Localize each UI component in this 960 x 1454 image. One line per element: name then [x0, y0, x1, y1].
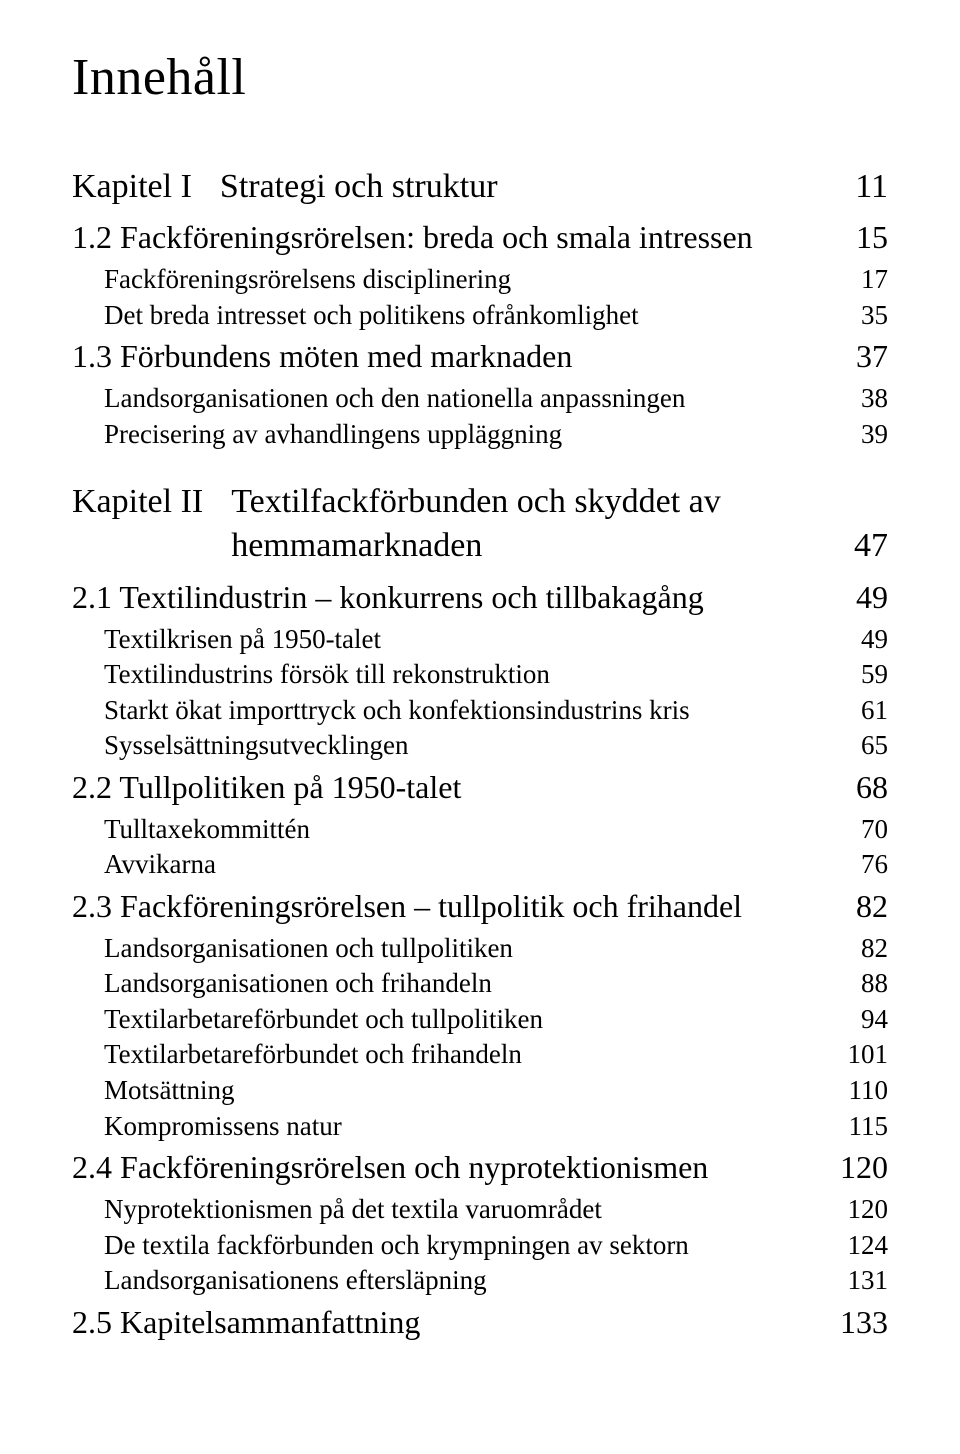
toc-sub-label: Starkt ökat importtryck och konfektionsi… [72, 693, 818, 728]
toc-sub-row: Fackföreningsrörelsens disciplinering 17 [72, 262, 888, 297]
toc-section-label: 2.1 Textilindustrin – konkurrens och til… [72, 577, 818, 618]
toc-page-number: 39 [818, 417, 888, 452]
toc-sub-label: Tulltaxekommittén [72, 812, 818, 847]
toc-page-number: 65 [818, 728, 888, 763]
toc-page-number: 15 [818, 217, 888, 258]
toc-sub-row: Landsorganisationen och frihandeln 88 [72, 966, 888, 1001]
toc-sub-label: Textilindustrins försök till rekonstrukt… [72, 657, 818, 692]
toc-page-number: 120 [818, 1147, 888, 1188]
toc-page-number: 82 [818, 931, 888, 966]
toc-section-row: 2.2 Tullpolitiken på 1950-talet 68 [72, 767, 888, 808]
toc-section-label: 2.4 Fackföreningsrörelsen och nyprotekti… [72, 1147, 818, 1188]
toc-section-label: 2.3 Fackföreningsrörelsen – tullpolitik … [72, 886, 818, 927]
toc-section-row: 2.4 Fackföreningsrörelsen och nyprotekti… [72, 1147, 888, 1188]
toc-section-label: 1.2 Fackföreningsrörelsen: breda och sma… [72, 217, 818, 258]
toc-section-row: 1.3 Förbundens möten med marknaden 37 [72, 336, 888, 377]
toc-sub-row: Det breda intresset och politikens ofrån… [72, 298, 888, 333]
toc-page-number: 115 [818, 1109, 888, 1144]
page-title: Innehåll [72, 48, 888, 107]
toc-page-number: 47 [818, 524, 888, 568]
toc-chapter-row: Kapitel II Textilfackförbunden och skydd… [72, 480, 888, 568]
toc-page-number: 133 [818, 1302, 888, 1343]
toc-sub-row: Precisering av avhandlingens uppläggning… [72, 417, 888, 452]
toc-sub-row: Textilarbetareförbundet och tullpolitike… [72, 1002, 888, 1037]
toc-page-number: 124 [818, 1228, 888, 1263]
toc-section-label: 2.5 Kapitelsammanfattning [72, 1302, 818, 1343]
toc-sub-row: Avvikarna 76 [72, 847, 888, 882]
toc-page-number: 59 [818, 657, 888, 692]
toc-sub-row: Textilindustrins försök till rekonstrukt… [72, 657, 888, 692]
toc-sub-row: Tulltaxekommittén 70 [72, 812, 888, 847]
toc-sub-row: Starkt ökat importtryck och konfektionsi… [72, 693, 888, 728]
toc-section-label: 1.3 Förbundens möten med marknaden [72, 336, 818, 377]
toc-sub-label: Motsättning [72, 1073, 818, 1108]
toc-sub-row: Kompromissens natur 115 [72, 1109, 888, 1144]
toc-page-number: 101 [818, 1037, 888, 1072]
toc-page-number: 94 [818, 1002, 888, 1037]
toc-section-row: 1.2 Fackföreningsrörelsen: breda och sma… [72, 217, 888, 258]
toc-page-number: 131 [818, 1263, 888, 1298]
toc-sub-label: Textilkrisen på 1950-talet [72, 622, 818, 657]
toc-sub-label: Kompromissens natur [72, 1109, 818, 1144]
toc-chapter-title: Strategi och struktur [220, 168, 498, 205]
toc-page-number: 120 [818, 1192, 888, 1227]
toc-sub-label: Sysselsättningsutvecklingen [72, 728, 818, 763]
toc-sub-row: Sysselsättningsutvecklingen 65 [72, 728, 888, 763]
toc-page-number: 38 [818, 381, 888, 416]
toc-sub-row: Textilarbetareförbundet och frihandeln 1… [72, 1037, 888, 1072]
toc-sub-label: Nyprotektionismen på det textila varuomr… [72, 1192, 818, 1227]
toc-sub-label: Textilarbetareförbundet och frihandeln [72, 1037, 818, 1072]
toc-page-number: 88 [818, 966, 888, 1001]
toc-sub-row: Motsättning 110 [72, 1073, 888, 1108]
toc-page-number: 76 [818, 847, 888, 882]
toc-sub-label: Fackföreningsrörelsens disciplinering [72, 262, 818, 297]
toc-sub-label: Landsorganisationen och tullpolitiken [72, 931, 818, 966]
toc-sub-row: Landsorganisationen och tullpolitiken 82 [72, 931, 888, 966]
toc-chapter-title-line1: Textilfackförbunden och skyddet av [231, 480, 888, 524]
toc-page-number: 49 [818, 577, 888, 618]
toc-sub-row: Textilkrisen på 1950-talet 49 [72, 622, 888, 657]
toc-sub-label: Precisering av avhandlingens uppläggning [72, 417, 818, 452]
toc-section-row: 2.3 Fackföreningsrörelsen – tullpolitik … [72, 886, 888, 927]
toc-page-number: 82 [818, 886, 888, 927]
toc-page-number: 35 [818, 298, 888, 333]
toc-sub-row: De textila fackförbunden och krympningen… [72, 1228, 888, 1263]
toc-page-number: 70 [818, 812, 888, 847]
toc-page-number: 68 [818, 767, 888, 808]
toc-section-row: 2.1 Textilindustrin – konkurrens och til… [72, 577, 888, 618]
toc-chapter-title-line2: hemmamarknaden [231, 524, 818, 568]
toc-page-number: 37 [818, 336, 888, 377]
toc-sub-row: Landsorganisationen och den nationella a… [72, 381, 888, 416]
toc-sub-label: Textilarbetareförbundet och tullpolitike… [72, 1002, 818, 1037]
toc-section-row: 2.5 Kapitelsammanfattning 133 [72, 1302, 888, 1343]
toc-chapter-prefix: Kapitel II [72, 480, 203, 568]
toc-sub-label: Landsorganisationen och frihandeln [72, 966, 818, 1001]
toc-chapter-label: Kapitel I Strategi och struktur [72, 165, 818, 209]
toc-page-number: 49 [818, 622, 888, 657]
toc-sub-label: Landsorganisationen och den nationella a… [72, 381, 818, 416]
toc-page-number: 11 [818, 165, 888, 209]
toc-chapter-row: Kapitel I Strategi och struktur 11 [72, 165, 888, 209]
toc-page-number: 61 [818, 693, 888, 728]
toc-sub-row: Nyprotektionismen på det textila varuomr… [72, 1192, 888, 1227]
toc-sub-label: Landsorganisationens eftersläpning [72, 1263, 818, 1298]
toc-chapter-prefix: Kapitel I [72, 165, 192, 209]
toc-sub-row: Landsorganisationens eftersläpning 131 [72, 1263, 888, 1298]
toc-sub-label: Det breda intresset och politikens ofrån… [72, 298, 818, 333]
toc-page-number: 110 [818, 1073, 888, 1108]
toc-sub-label: De textila fackförbunden och krympningen… [72, 1228, 818, 1263]
toc-section-label: 2.2 Tullpolitiken på 1950-talet [72, 767, 818, 808]
toc-page-number: 17 [818, 262, 888, 297]
toc-sub-label: Avvikarna [72, 847, 818, 882]
